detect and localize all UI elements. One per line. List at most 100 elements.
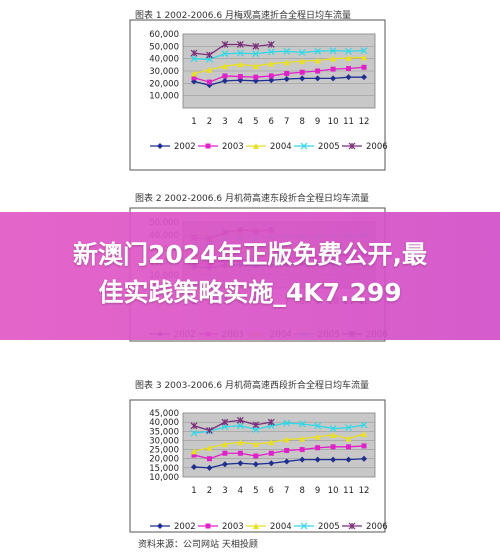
y-tick-label: 35,000: [149, 427, 179, 437]
legend-label-2005: 2005: [318, 522, 340, 532]
point-2003: [315, 445, 321, 451]
point-2004: [206, 444, 213, 451]
point-2003: [191, 75, 197, 81]
y-tick-label: 40,000: [149, 418, 179, 428]
banner-line-1: 新澳门2024年正版免费公开,最: [72, 240, 428, 269]
point-2003: [284, 70, 290, 76]
point-2005: [190, 55, 198, 63]
point-2006: [190, 49, 198, 57]
legend-label-2006: 2006: [366, 522, 388, 532]
point-2005: [314, 47, 322, 55]
point-2006: [236, 416, 244, 424]
point-2004: [252, 441, 259, 448]
x-tick-label: 10: [328, 117, 339, 127]
y-tick-label: 30,000: [149, 67, 179, 77]
point-2003: [346, 66, 352, 72]
point-2002: [283, 458, 290, 465]
point-2003: [299, 447, 305, 453]
legend-marker-2004: [253, 143, 259, 149]
series-line-2003: [193, 66, 365, 83]
point-2005: [298, 49, 306, 56]
y-tick-label: 40,000: [149, 55, 179, 65]
point-2002: [237, 460, 244, 467]
legend-label-2004: 2004: [270, 142, 292, 152]
point-2003: [330, 444, 336, 450]
x-tick-label: 2: [207, 117, 212, 127]
point-2003: [299, 69, 305, 75]
legend-label-2005: 2005: [318, 142, 340, 152]
point-2003: [237, 450, 243, 456]
point-2005: [345, 424, 352, 432]
y-tick-label: 10,000: [149, 92, 179, 102]
point-2003: [222, 73, 228, 79]
point-2005: [283, 419, 291, 427]
legend-marker-2003: [205, 523, 211, 529]
point-2002: [345, 74, 352, 81]
x-tick-label: 1: [191, 486, 196, 496]
point-2005: [236, 422, 244, 430]
point-2003: [361, 443, 367, 449]
point-2006: [221, 418, 229, 426]
point-2005: [345, 47, 352, 55]
point-2005: [267, 48, 275, 56]
point-2005: [298, 420, 306, 428]
legend-label-2004: 2004: [270, 522, 292, 532]
point-2004: [221, 441, 228, 448]
legend-marker-2005: [300, 522, 308, 530]
legend-label-2006: 2006: [366, 142, 388, 152]
point-2005: [329, 47, 337, 55]
point-2006: [206, 426, 213, 434]
point-2004: [252, 63, 259, 70]
x-tick-label: 4: [238, 486, 243, 496]
point-2003: [361, 64, 367, 70]
point-2002: [345, 456, 352, 463]
x-tick-label: 5: [253, 117, 258, 127]
legend-label-2003: 2003: [222, 522, 244, 532]
series-line-2006: [193, 43, 272, 56]
legend-marker-2006: [348, 522, 356, 530]
x-tick-label: 12: [359, 486, 370, 496]
chart-3-title: 图表 3 2003-2006.6 月机荷高速西段折合全程日均车流量: [135, 381, 369, 391]
point-2003: [222, 450, 228, 456]
series-line-2006: [193, 419, 272, 432]
point-2003: [191, 452, 197, 458]
point-2003: [268, 73, 274, 79]
point-2004: [283, 436, 290, 443]
point-2005: [221, 50, 229, 58]
chart-2-title: 图表 2 2002-2006.6 月机荷高速东段折合全程日均车流量: [135, 194, 369, 204]
point-2002: [191, 463, 197, 470]
banner-line-2: 佳实践策略实施_4K7.299: [98, 278, 402, 307]
y-tick-label: 45,000: [149, 409, 179, 419]
point-2004: [361, 54, 367, 61]
point-2003: [268, 450, 274, 456]
point-2006: [252, 42, 260, 50]
legend-label-2002: 2002: [174, 522, 196, 532]
point-2002: [361, 455, 367, 462]
x-tick-label: 9: [315, 117, 320, 127]
point-2006: [206, 51, 213, 59]
legend-marker-2003: [205, 143, 211, 149]
point-2005: [314, 422, 322, 430]
x-tick-label: 6: [269, 486, 274, 496]
point-2005: [236, 49, 244, 57]
overlay-banner: [0, 212, 500, 340]
point-2002: [299, 456, 306, 463]
point-2002: [221, 77, 228, 84]
series-line-2004: [193, 433, 365, 453]
point-2002: [206, 464, 213, 471]
legend-marker-2006: [348, 142, 356, 150]
point-2004: [314, 57, 321, 64]
x-tick-label: 5: [253, 486, 258, 496]
series-line-2005: [193, 49, 365, 60]
legend-marker-2002: [157, 523, 163, 529]
point-2002: [283, 76, 290, 83]
point-2004: [268, 439, 275, 446]
point-2004: [299, 58, 306, 65]
point-2003: [346, 444, 352, 450]
point-2003: [253, 74, 259, 80]
point-2006: [267, 418, 275, 426]
point-2002: [221, 461, 228, 468]
point-2004: [191, 70, 197, 77]
x-tick-label: 11: [343, 486, 354, 496]
